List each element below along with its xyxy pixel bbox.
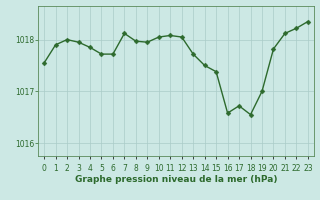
X-axis label: Graphe pression niveau de la mer (hPa): Graphe pression niveau de la mer (hPa) — [75, 175, 277, 184]
